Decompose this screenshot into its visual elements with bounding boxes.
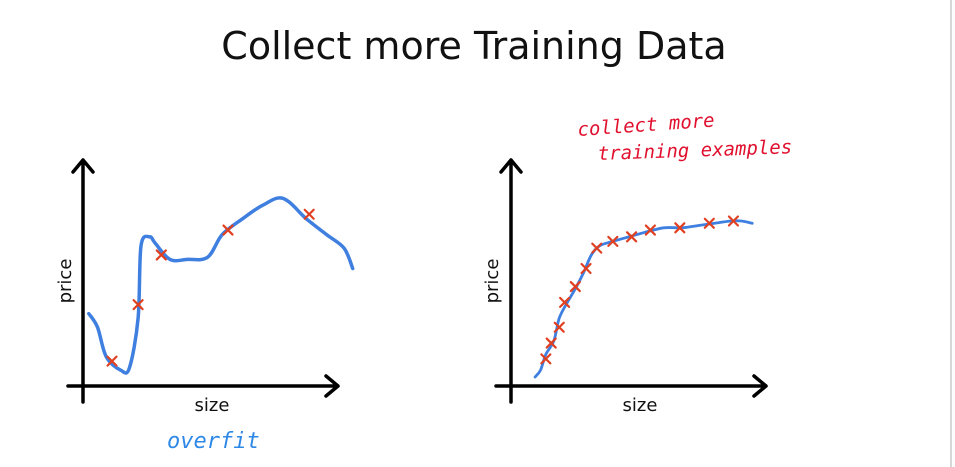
data-point-x-marker [626,231,638,243]
data-point-x-marker [106,355,118,367]
left-chart-annotation: overfit [167,429,260,454]
data-point-x-marker [644,224,656,236]
data-point-x-marker [559,296,571,308]
data-point-x-marker [540,353,552,365]
data-point-x-marker [569,280,581,293]
left-x-axis-label: size [195,395,230,416]
data-point-x-marker [591,242,603,254]
data-point-x-marker [132,299,144,311]
data-point-x-marker [580,262,592,275]
right-y-axis [499,158,523,404]
data-point-x-marker [727,215,740,227]
right-y-axis-label: price [482,259,503,304]
right-chart: size price collect more training example… [482,109,793,416]
data-point-x-marker [674,222,686,234]
data-point-x-marker [545,337,557,349]
right-data-points [540,215,740,365]
right-annotation-line2: training examples [597,136,792,165]
right-x-axis-label: size [623,395,658,416]
data-point-x-marker [303,208,315,220]
right-annotation-line1: collect more [577,109,715,141]
data-point-x-marker [607,235,619,247]
left-x-axis [66,374,340,398]
data-point-x-marker [155,249,167,261]
right-x-axis [494,374,768,398]
left-y-axis [71,158,95,404]
left-series-curve [87,196,355,375]
data-point-x-marker [222,224,234,236]
left-chart: size price overfit [55,158,355,454]
data-point-x-marker [553,321,565,333]
left-data-points [106,208,315,367]
right-edge-divider [950,0,952,467]
left-y-axis-label: price [55,259,76,304]
data-point-x-marker [703,217,715,229]
slide-title: Collect more Training Data [221,24,727,68]
